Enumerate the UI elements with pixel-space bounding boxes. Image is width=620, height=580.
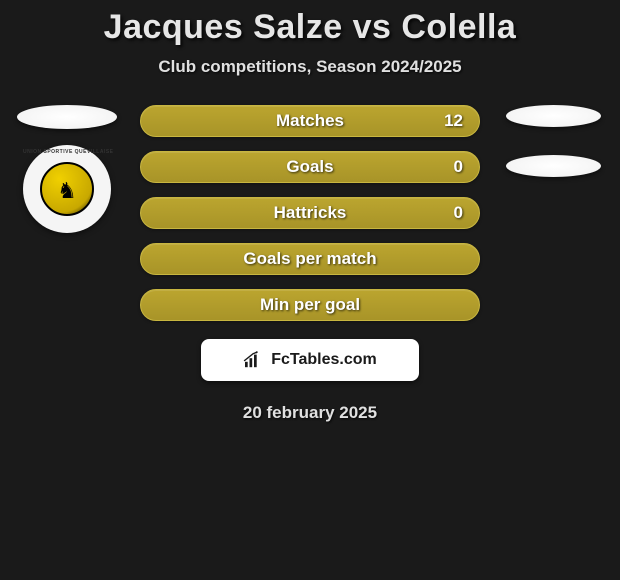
stat-value: 0 [454, 157, 463, 177]
left-column: UNION SPORTIVE QUEVILLAISE ♞ [12, 105, 122, 233]
stat-label: Min per goal [260, 295, 360, 315]
stat-row-min-per-goal: Min per goal [140, 289, 480, 321]
footer-date: 20 february 2025 [0, 403, 620, 423]
stat-row-goals-per-match: Goals per match [140, 243, 480, 275]
stat-label: Matches [276, 111, 344, 131]
main-container: Jacques Salze vs Colella Club competitio… [0, 0, 620, 423]
content-area: UNION SPORTIVE QUEVILLAISE ♞ Matches 12 … [0, 105, 620, 321]
club-emblem-icon: ♞ [57, 178, 77, 204]
club-badge-inner: ♞ [40, 162, 94, 216]
player-oval-left [17, 105, 117, 129]
page-title: Jacques Salze vs Colella [0, 8, 620, 47]
stat-row-goals: Goals 0 [140, 151, 480, 183]
stat-value: 0 [454, 203, 463, 223]
stats-bars: Matches 12 Goals 0 Hattricks 0 Goals per… [140, 105, 480, 321]
bar-chart-icon [243, 351, 265, 369]
club-badge-ring-text: UNION SPORTIVE QUEVILLAISE [23, 149, 111, 155]
stat-value: 12 [444, 111, 463, 131]
stat-label: Goals [286, 157, 333, 177]
page-subtitle: Club competitions, Season 2024/2025 [0, 57, 620, 77]
stat-row-hattricks: Hattricks 0 [140, 197, 480, 229]
stat-label: Hattricks [274, 203, 347, 223]
right-column [498, 105, 608, 177]
player-oval-right-2 [506, 155, 601, 177]
stat-row-matches: Matches 12 [140, 105, 480, 137]
brand-card[interactable]: FcTables.com [201, 339, 419, 381]
club-badge-left: UNION SPORTIVE QUEVILLAISE ♞ [23, 145, 111, 233]
brand-label: FcTables.com [271, 351, 377, 369]
player-oval-right-1 [506, 105, 601, 127]
stat-label: Goals per match [243, 249, 376, 269]
